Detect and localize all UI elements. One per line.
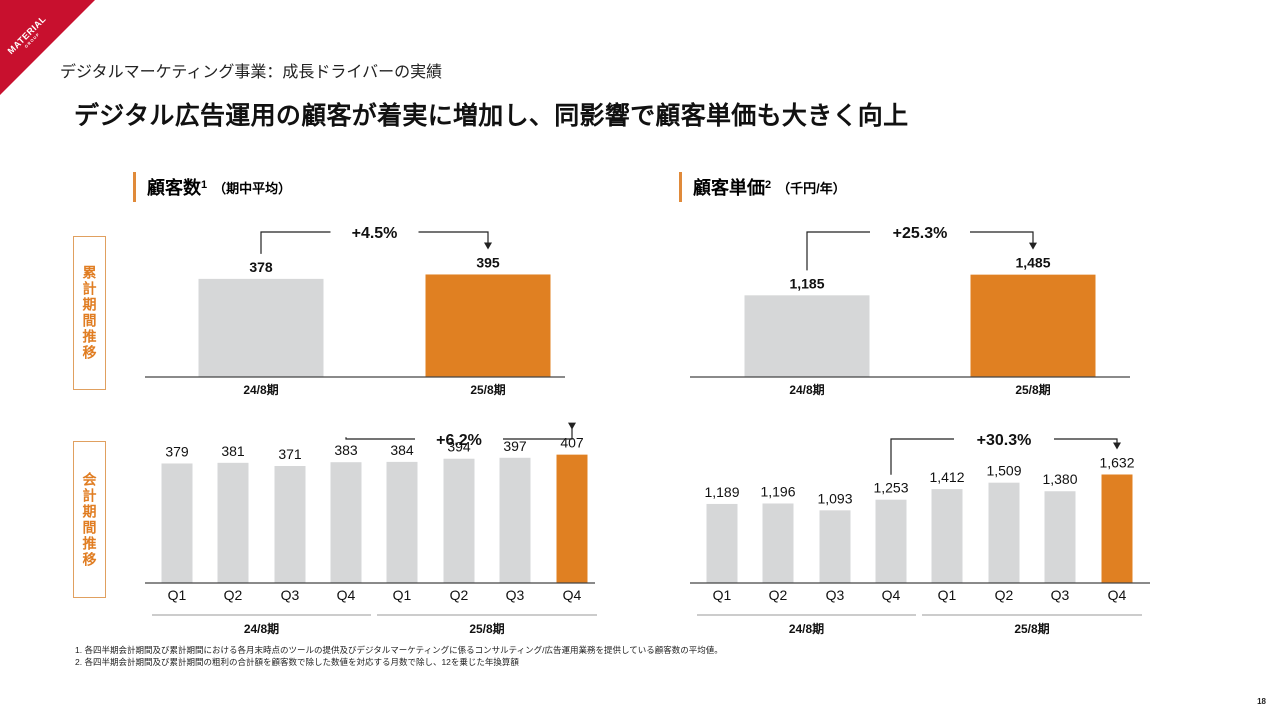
data-label: 1,253 bbox=[873, 480, 908, 496]
footnotes: 1. 各四半期会計期間及び累計期間における各月末時点のツールの提供及びデジタルマ… bbox=[75, 644, 723, 668]
group-label: 24/8期 bbox=[789, 621, 824, 636]
growth-label: +4.5% bbox=[352, 225, 398, 242]
category-label: 25/8期 bbox=[470, 382, 505, 397]
bar bbox=[217, 462, 249, 583]
panel-title: 顧客数 bbox=[147, 178, 201, 198]
bar bbox=[1101, 474, 1133, 583]
category-label: Q1 bbox=[393, 587, 412, 603]
bar bbox=[819, 510, 851, 583]
data-label: 1,632 bbox=[1099, 454, 1134, 470]
category-label: 25/8期 bbox=[1015, 382, 1050, 397]
side-label-cumulative: 累計期間推移 bbox=[73, 236, 106, 390]
data-label: 1,509 bbox=[986, 463, 1021, 479]
footnote-2: 2. 各四半期会計期間及び累計期間の粗利の合計額を顧客数で除した数値を対応する月… bbox=[75, 657, 519, 667]
panel-unit: （千円/年） bbox=[777, 180, 846, 196]
category-label: Q2 bbox=[450, 587, 469, 603]
side-label-quarterly: 会計期間推移 bbox=[73, 441, 106, 598]
bar bbox=[443, 458, 475, 583]
category-label: 24/8期 bbox=[789, 382, 824, 397]
bar bbox=[386, 461, 418, 583]
page-number: 18 bbox=[1257, 697, 1266, 706]
bar bbox=[931, 489, 963, 583]
data-label: 1,196 bbox=[760, 483, 795, 499]
category-label: Q2 bbox=[224, 587, 243, 603]
data-label: 1,185 bbox=[789, 275, 824, 291]
data-label: 381 bbox=[221, 443, 245, 459]
data-label: 378 bbox=[249, 259, 273, 275]
category-label: Q2 bbox=[769, 587, 788, 603]
bar bbox=[875, 499, 907, 583]
panel-title: 顧客単価 bbox=[693, 178, 765, 198]
chart-unit-price-quarterly: 1,189 Q1 1,196 Q2 1,093 Q3 1,253 Q4 1,412 Q1 1,509… bbox=[690, 432, 1150, 636]
category-label: Q3 bbox=[826, 587, 845, 603]
group-label: 24/8期 bbox=[244, 621, 279, 636]
category-label: Q3 bbox=[281, 587, 300, 603]
growth-arrowhead bbox=[568, 422, 576, 430]
growth-connector-left bbox=[806, 231, 870, 271]
bar bbox=[425, 274, 551, 377]
growth-connector-left bbox=[260, 231, 331, 254]
brand-corner bbox=[0, 0, 95, 95]
page-headline: デジタル広告運用の顧客が着実に増加し、同影響で顧客単価も大きく向上 bbox=[74, 102, 909, 130]
growth-label: +30.3% bbox=[977, 432, 1032, 449]
bar bbox=[744, 295, 870, 377]
footnote-ref: 2 bbox=[765, 179, 772, 191]
footnote-1: 1. 各四半期会計期間及び累計期間における各月末時点のツールの提供及びデジタルマ… bbox=[75, 645, 723, 655]
bar bbox=[161, 463, 193, 583]
bar bbox=[988, 482, 1020, 583]
data-label: 394 bbox=[447, 439, 471, 455]
bar bbox=[198, 278, 324, 377]
section-subtitle: デジタルマーケティング事業：成長ドライバーの実績 bbox=[60, 64, 443, 81]
category-label: Q4 bbox=[563, 587, 582, 603]
data-label: 383 bbox=[334, 442, 358, 458]
group-label: 25/8期 bbox=[469, 621, 504, 636]
growth-connector-right bbox=[970, 231, 1034, 244]
group-label: 25/8期 bbox=[1014, 621, 1049, 636]
category-label: Q3 bbox=[1051, 587, 1070, 603]
growth-arrowhead bbox=[1029, 242, 1037, 250]
category-label: 24/8期 bbox=[243, 382, 278, 397]
bar bbox=[330, 462, 362, 583]
category-label: Q2 bbox=[995, 587, 1014, 603]
category-label: Q1 bbox=[938, 587, 957, 603]
category-label: Q1 bbox=[713, 587, 732, 603]
growth-arrowhead bbox=[484, 242, 492, 250]
data-label: 397 bbox=[503, 438, 527, 454]
data-label: 371 bbox=[278, 446, 302, 462]
bar bbox=[762, 503, 794, 583]
data-label: 1,380 bbox=[1042, 471, 1077, 487]
chart-unit-price-annual: 1,185 24/8期 1,485 25/8期 +25.3% bbox=[690, 225, 1130, 397]
data-label: 1,093 bbox=[817, 490, 852, 506]
growth-arrowhead bbox=[1113, 442, 1121, 450]
footnote-ref: 1 bbox=[201, 179, 208, 191]
bar bbox=[556, 454, 588, 583]
category-label: Q4 bbox=[882, 587, 901, 603]
bar bbox=[706, 503, 738, 583]
panel-unit: （期中平均） bbox=[213, 180, 292, 196]
bar bbox=[274, 465, 306, 583]
data-label: 379 bbox=[165, 443, 189, 459]
data-label: 1,485 bbox=[1015, 255, 1050, 271]
growth-connector-left bbox=[345, 437, 415, 440]
bar bbox=[499, 457, 531, 583]
panel-header-unit-price: 顧客単価 2 （千円/年） bbox=[679, 172, 846, 202]
bar bbox=[970, 274, 1096, 377]
growth-connector-right bbox=[1054, 438, 1118, 444]
data-label: 395 bbox=[476, 254, 500, 270]
growth-connector-right bbox=[418, 231, 489, 244]
chart-customers-quarterly: 379Q1381Q2371Q3383Q4384Q1394Q2397Q3407Q4… bbox=[145, 422, 597, 636]
bar bbox=[1044, 491, 1076, 583]
panel-header-customers: 顧客数 1 （期中平均） bbox=[133, 172, 291, 202]
data-label: 384 bbox=[390, 442, 414, 458]
data-label: 1,412 bbox=[929, 469, 964, 485]
data-label: 1,189 bbox=[704, 484, 739, 500]
category-label: Q3 bbox=[506, 587, 525, 603]
category-label: Q4 bbox=[1108, 587, 1127, 603]
growth-connector-left bbox=[890, 438, 954, 475]
chart-customers-annual: 378 24/8期 395 25/8期 +4.5% bbox=[145, 225, 565, 397]
growth-label: +6.2% bbox=[436, 432, 482, 449]
category-label: Q4 bbox=[337, 587, 356, 603]
growth-label: +25.3% bbox=[893, 225, 948, 242]
category-label: Q1 bbox=[168, 587, 187, 603]
